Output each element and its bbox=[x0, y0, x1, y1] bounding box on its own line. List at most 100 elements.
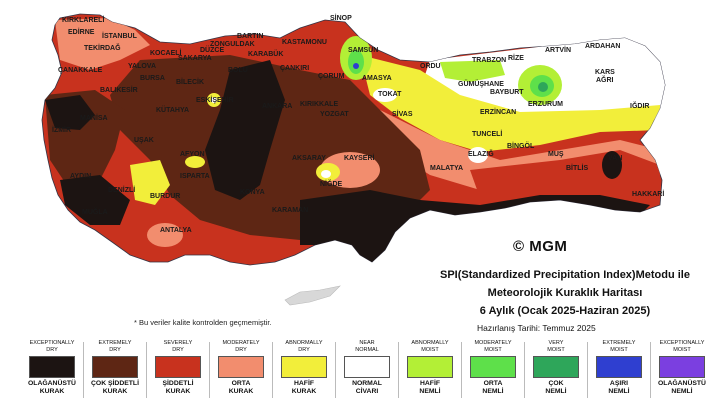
legend-item: SEVERELY DRY ŞİDDETLİ KURAK bbox=[148, 340, 208, 396]
city-label: İSTANBUL bbox=[102, 32, 138, 40]
city-label: ANTALYA bbox=[160, 227, 192, 234]
zone-abnormally-dry-lakes bbox=[130, 160, 170, 205]
zone-moderately-dry-east bbox=[380, 110, 660, 190]
drought-map: KIRKLARELİEDİRNEİSTANBULTEKİRDAĞKOCAELİS… bbox=[41, 13, 666, 306]
legend-swatch bbox=[407, 356, 453, 378]
city-label: AKSARAY bbox=[292, 155, 326, 162]
zone-very-moist-erzurum bbox=[538, 82, 548, 92]
city-label: KASTAMONU bbox=[282, 39, 327, 46]
zone-exceptionally-dry-aegean-north bbox=[45, 95, 95, 130]
map-title-line-1: SPI(Standardized Precipitation Index)Met… bbox=[440, 269, 690, 281]
city-label: ISPARTA bbox=[180, 173, 210, 180]
city-label: ÇANAKKALE bbox=[58, 67, 103, 74]
legend-turkish-label: ORTA KURAK bbox=[228, 380, 254, 395]
city-label: YOZGAT bbox=[320, 111, 349, 118]
city-label: AFYON bbox=[180, 151, 205, 158]
legend-turkish-label: OLAĞANÜSTÜ NEMLİ bbox=[658, 380, 706, 395]
city-label: BİNGÖL bbox=[507, 141, 535, 150]
city-label: BURDUR bbox=[150, 193, 180, 200]
legend-item: EXCEPTIONALLY MOIST OLAĞANÜSTÜ NEMLİ bbox=[652, 340, 712, 396]
zone-abnormally-moist-ordu bbox=[440, 60, 505, 82]
legend-turkish-label: ÇOK NEMLİ bbox=[545, 380, 567, 395]
legend-item: VERY MOIST ÇOK NEMLİ bbox=[526, 340, 586, 396]
legend-swatch bbox=[155, 356, 201, 378]
zone-abnormally-dry-north bbox=[360, 55, 660, 152]
legend-swatch bbox=[533, 356, 579, 378]
city-label: KOCAELİ bbox=[150, 49, 182, 57]
city-label: AYDIN bbox=[70, 173, 91, 180]
city-label: ZONGULDAK bbox=[210, 41, 255, 48]
zone-near-normal-kayseri bbox=[321, 170, 331, 178]
city-label: KIRIKKALE bbox=[300, 101, 338, 108]
map-title: SPI(Standardized Precipitation Index)Met… bbox=[420, 266, 710, 320]
zone-exceptionally-dry-west bbox=[60, 175, 130, 225]
legend-divider bbox=[83, 342, 84, 398]
legend-swatch bbox=[218, 356, 264, 378]
legend-english-label: MODERATELY MOIST bbox=[474, 340, 512, 353]
city-labels: KIRKLARELİEDİRNEİSTANBULTEKİRDAĞKOCAELİS… bbox=[52, 14, 664, 234]
legend-swatch bbox=[92, 356, 138, 378]
legend-turkish-label: ŞİDDETLİ KURAK bbox=[162, 380, 194, 395]
cyprus-no-data bbox=[284, 285, 341, 306]
prepared-date: Hazırlanış Tarihi: Temmuz 2025 bbox=[477, 323, 596, 333]
city-label: SİNOP bbox=[330, 14, 352, 22]
city-label: SAKARYA bbox=[178, 55, 212, 62]
city-label: BİTLİS bbox=[566, 164, 588, 172]
map-title-line-3: 6 Aylık (Ocak 2025-Haziran 2025) bbox=[479, 305, 651, 317]
quality-note: * Bu veriler kalite kontrolden geçmemişt… bbox=[134, 318, 272, 327]
legend-turkish-label: HAFİF NEMLİ bbox=[419, 380, 441, 395]
legend-divider bbox=[335, 342, 336, 398]
legend-item: ABNORMALLY DRY HAFİF KURAK bbox=[274, 340, 334, 396]
zone-moderately-dry-thrace bbox=[55, 18, 150, 70]
city-label: TEKİRDAĞ bbox=[84, 43, 121, 52]
legend-swatch bbox=[29, 356, 75, 378]
city-label: ERZİNCAN bbox=[480, 108, 516, 116]
city-label: BALIKESİR bbox=[100, 86, 138, 94]
city-label: GÜMÜŞHANE bbox=[458, 79, 504, 88]
zone-near-normal-bolu-core bbox=[211, 97, 217, 103]
map-title-line-2: Meteorolojik Kuraklık Haritası bbox=[487, 287, 643, 299]
legend-english-label: EXCEPTIONALLY DRY bbox=[29, 340, 75, 353]
legend-turkish-label: ORTA NEMLİ bbox=[482, 380, 504, 395]
zone-moderately-moist-samsun bbox=[348, 50, 364, 74]
legend-english-label: MODERATELY DRY bbox=[222, 340, 260, 353]
city-label: IĞDIR bbox=[630, 101, 649, 110]
city-label: SAMSUN bbox=[348, 47, 378, 54]
legend-swatch bbox=[281, 356, 327, 378]
legend-swatch bbox=[659, 356, 705, 378]
city-label: ANKARA bbox=[262, 103, 292, 110]
legend-english-label: EXTREMELY DRY bbox=[98, 340, 132, 353]
legend-swatch bbox=[344, 356, 390, 378]
city-label: ESKİŞEHİR bbox=[196, 96, 234, 104]
city-label: ELAZIĞ bbox=[468, 149, 494, 158]
city-label: YALOVA bbox=[128, 63, 156, 70]
city-label: BİLECİK bbox=[176, 78, 204, 86]
city-label: KARS bbox=[595, 69, 615, 76]
city-label: MANİSA bbox=[80, 114, 108, 122]
city-label: AĞRI bbox=[596, 75, 614, 84]
legend-english-label: ABNORMALLY DRY bbox=[285, 340, 323, 353]
city-label: ÇORUM bbox=[318, 73, 345, 80]
city-label: EDİRNE bbox=[68, 28, 95, 36]
city-label: ORDU bbox=[420, 63, 441, 70]
city-label: KARABÜK bbox=[248, 49, 283, 58]
city-label: BURSA bbox=[140, 75, 165, 82]
city-label: MALATYA bbox=[430, 165, 463, 172]
zone-near-normal-tokat bbox=[373, 88, 397, 102]
legend-english-label: EXTREMELY MOIST bbox=[602, 340, 636, 353]
legend-swatch bbox=[596, 356, 642, 378]
legend-turkish-label: ÇOK ŞİDDETLİ KURAK bbox=[91, 380, 139, 395]
legend-divider bbox=[650, 342, 651, 398]
legend-turkish-label: AŞIRI NEMLİ bbox=[608, 380, 630, 395]
city-label: İZMİR bbox=[52, 126, 71, 134]
zone-near-normal-afyon bbox=[185, 156, 205, 168]
legend-item: MODERATELY MOIST ORTA NEMLİ bbox=[463, 340, 523, 396]
legend-item: EXCEPTIONALLY DRY OLAĞANÜSTÜ KURAK bbox=[22, 340, 82, 396]
legend-divider bbox=[587, 342, 588, 398]
zone-exceptionally-dry-central bbox=[205, 60, 285, 200]
legend-divider bbox=[461, 342, 462, 398]
legend-turkish-label: HAFİF KURAK bbox=[291, 380, 317, 395]
city-label: AMASYA bbox=[362, 75, 392, 82]
legend-swatch bbox=[470, 356, 516, 378]
legend-divider bbox=[398, 342, 399, 398]
